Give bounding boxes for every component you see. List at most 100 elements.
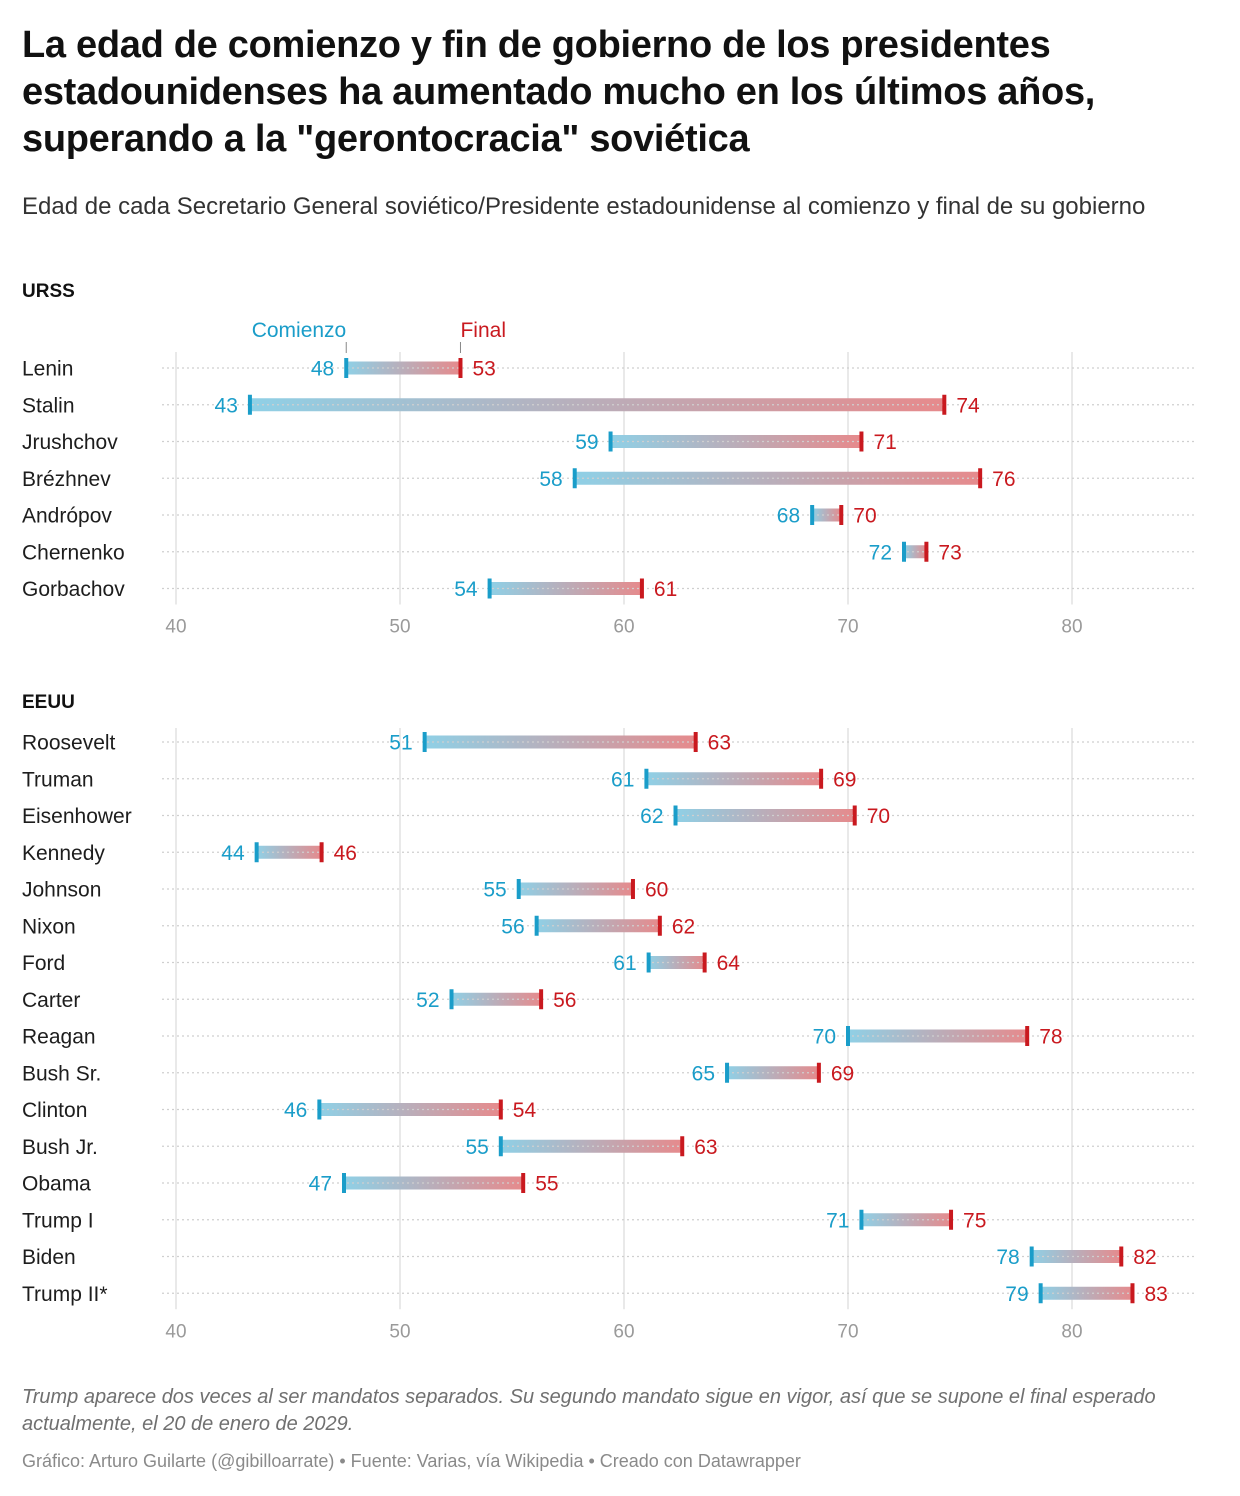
start-value-label: 47 (309, 1173, 332, 1196)
chart-notes: Trump aparece dos veces al ser mandatos … (22, 1386, 1156, 1435)
start-value-label: 71 (826, 1209, 849, 1232)
row-label: Truman (22, 768, 94, 791)
end-marker (498, 1099, 503, 1120)
start-value-label: 58 (539, 468, 562, 491)
end-value-label: 61 (654, 578, 677, 601)
x-tick-label: 70 (837, 1321, 858, 1342)
row-label: Lenin (22, 358, 73, 381)
start-value-label: 65 (692, 1062, 715, 1085)
end-marker (1119, 1246, 1124, 1267)
x-tick-label: 60 (613, 617, 634, 638)
x-tick-label: 50 (389, 617, 410, 638)
range-bar (489, 582, 642, 595)
row-label: Roosevelt (22, 732, 116, 755)
start-value-label: 44 (221, 842, 245, 865)
row-label: Jrushchov (22, 431, 118, 454)
start-marker (644, 768, 649, 789)
row-label: Brézhnev (22, 468, 111, 491)
end-value-label: 82 (1133, 1246, 1156, 1269)
end-marker (819, 768, 824, 789)
range-bar (610, 435, 862, 448)
end-value-label: 54 (513, 1099, 537, 1122)
end-value-label: 62 (672, 915, 695, 938)
start-marker (317, 1099, 322, 1120)
end-marker (539, 989, 544, 1010)
start-marker (498, 1136, 503, 1157)
end-marker (657, 915, 662, 936)
start-value-label: 48 (311, 358, 334, 381)
x-tick-label: 50 (389, 1321, 410, 1342)
row-label: Chernenko (22, 541, 125, 564)
start-marker (254, 842, 259, 863)
end-marker (924, 541, 929, 562)
start-value-label: 68 (777, 505, 800, 528)
start-value-label: 79 (1005, 1283, 1028, 1306)
end-value-label: 83 (1144, 1283, 1167, 1306)
end-marker (630, 879, 635, 899)
start-value-label: 54 (454, 578, 478, 601)
start-value-label: 62 (640, 805, 663, 828)
end-marker (1130, 1283, 1135, 1304)
end-marker (639, 578, 644, 599)
start-value-label: 72 (869, 541, 892, 564)
row-label: Gorbachov (22, 578, 125, 601)
range-bar (319, 1103, 501, 1116)
start-value-label: 55 (465, 1136, 488, 1159)
row-label: Andrópov (22, 505, 112, 528)
range-bar (256, 845, 322, 859)
section-title-urss: URSS (22, 281, 75, 302)
end-value-label: 73 (938, 541, 961, 564)
x-tick-label: 70 (837, 617, 858, 638)
start-marker (725, 1062, 730, 1083)
end-marker (978, 468, 983, 489)
start-marker (1029, 1246, 1034, 1267)
row-label: Nixon (22, 915, 76, 938)
row-label: Kennedy (22, 842, 105, 865)
start-value-label: 55 (483, 879, 506, 902)
start-marker (344, 358, 349, 378)
row-label: Clinton (22, 1099, 87, 1122)
row-label: Stalin (22, 394, 75, 417)
row-label: Bush Jr. (22, 1136, 98, 1159)
start-marker (1038, 1283, 1043, 1304)
legend-end-label: Final (460, 319, 506, 342)
end-marker (319, 842, 324, 863)
legend-start-label: Comienzo (252, 319, 347, 342)
start-value-label: 46 (284, 1099, 307, 1122)
end-marker (942, 394, 947, 415)
start-value-label: 52 (416, 989, 439, 1012)
end-value-label: 70 (853, 505, 876, 528)
range-bar (1031, 1250, 1122, 1263)
start-marker (247, 394, 252, 415)
start-marker (487, 578, 492, 599)
row-label: Trump I (22, 1209, 94, 1232)
start-value-label: 51 (389, 732, 412, 755)
end-value-label: 76 (992, 468, 1015, 491)
end-marker (859, 431, 864, 452)
end-value-label: 46 (334, 842, 357, 865)
row-label: Bush Sr. (22, 1062, 101, 1085)
start-marker (810, 505, 815, 525)
end-value-label: 74 (956, 394, 980, 417)
start-marker (902, 541, 906, 562)
range-bar (500, 1139, 683, 1153)
start-value-label: 43 (215, 394, 238, 417)
row-label: Biden (22, 1246, 76, 1269)
end-value-label: 56 (553, 989, 576, 1012)
row-label: Ford (22, 952, 65, 975)
start-marker (534, 915, 539, 936)
chart-byline: Gráfico: Arturo Guilarte (@gibilloarrate… (22, 1451, 801, 1471)
start-value-label: 61 (613, 952, 636, 975)
end-marker (458, 358, 463, 378)
end-marker (839, 505, 844, 525)
x-tick-label: 40 (165, 1321, 186, 1342)
end-marker (693, 732, 698, 752)
end-marker (702, 952, 707, 973)
range-bar (1040, 1286, 1133, 1300)
start-marker (646, 952, 651, 973)
start-marker (572, 468, 577, 489)
chart-title: La edad de comienzo y fin de gobierno de… (22, 24, 1096, 160)
end-value-label: 63 (694, 1136, 717, 1159)
end-value-label: 69 (833, 768, 856, 791)
end-value-label: 75 (963, 1209, 986, 1232)
